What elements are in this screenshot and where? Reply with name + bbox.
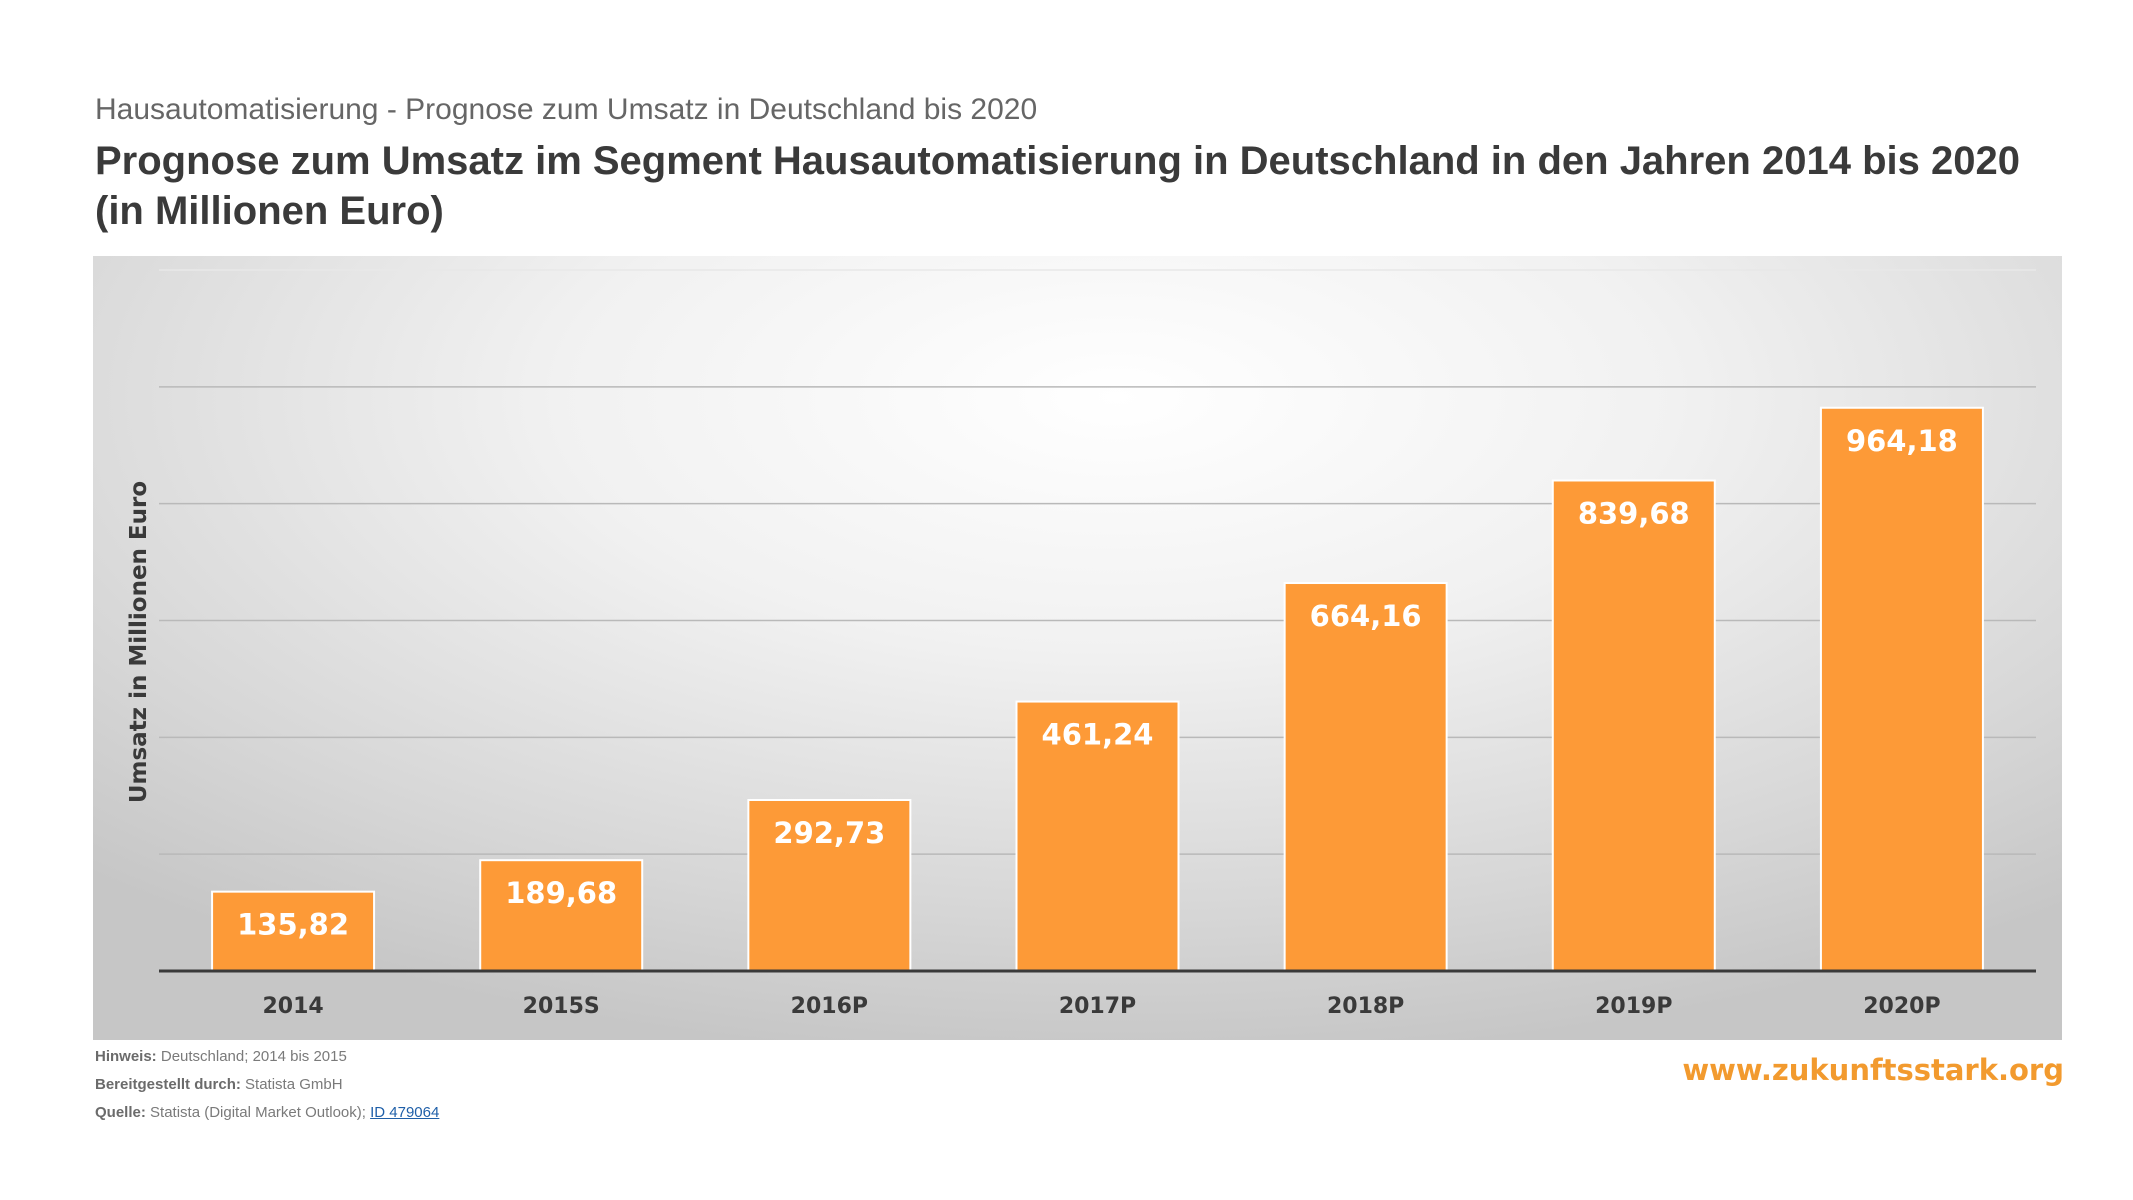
bar-value-label: 839,68 [1578, 496, 1690, 530]
bar-value-label: 292,73 [773, 816, 885, 850]
bar-2019P [1551, 479, 1716, 972]
bar-value-label: 964,18 [1846, 424, 1958, 458]
footer-provided-label: Bereitgestellt durch: [95, 1076, 241, 1093]
bar-chart: 135,82 2014 189,68 2015S 292,73 2016P 461,24 20… [159, 269, 2036, 1019]
chart-area: 135,82 2014 189,68 2015S 292,73 2016P 461,24 20… [93, 256, 2062, 1040]
footer-hint-label: Hinweis: [95, 1048, 157, 1065]
bar-value-label: 664,16 [1310, 599, 1422, 633]
bar-2017P [1015, 700, 1180, 972]
x-tick-label: 2019P [1595, 994, 1672, 1019]
footer-provided: Bereitgestellt durch: Statista GmbH [95, 1076, 343, 1093]
footer-source-value: Statista (Digital Market Outlook); [150, 1104, 366, 1121]
footer-source-label: Quelle: [95, 1104, 146, 1121]
footer-provided-value: Statista GmbH [245, 1076, 343, 1093]
x-tick-label: 2015S [523, 994, 600, 1019]
footer-hint: Hinweis: Deutschland; 2014 bis 2015 [95, 1048, 347, 1065]
page-title: Prognose zum Umsatz im Segment Hausautom… [95, 139, 2020, 233]
bar-2016P [747, 798, 912, 972]
source-id-link[interactable]: ID 479064 [370, 1104, 440, 1121]
bar-2020P [1819, 406, 1984, 972]
x-tick-label: 2020P [1863, 994, 1940, 1019]
bar-2018P [1283, 582, 1448, 972]
bar-2015S [479, 859, 644, 972]
x-tick-label: 2017P [1059, 994, 1136, 1019]
x-tick-label: 2014 [262, 994, 323, 1019]
watermark-url: www.zukunftsstark.org [1682, 1053, 2064, 1087]
x-tick-label: 2016P [791, 994, 868, 1019]
footer-source: Quelle: Statista (Digital Market Outlook… [95, 1104, 439, 1121]
bar-value-label: 461,24 [1042, 718, 1154, 752]
bar-value-label: 189,68 [505, 876, 617, 910]
page-subtitle: Hausautomatisierung - Prognose zum Umsat… [95, 93, 1038, 126]
footer-hint-value: Deutschland; 2014 bis 2015 [160, 1048, 347, 1065]
x-tick-label: 2018P [1327, 994, 1404, 1019]
bar-value-label: 135,82 [237, 908, 349, 942]
gridlines [159, 269, 2036, 855]
y-axis-label: Umsatz in Millionen Euro [126, 480, 152, 804]
